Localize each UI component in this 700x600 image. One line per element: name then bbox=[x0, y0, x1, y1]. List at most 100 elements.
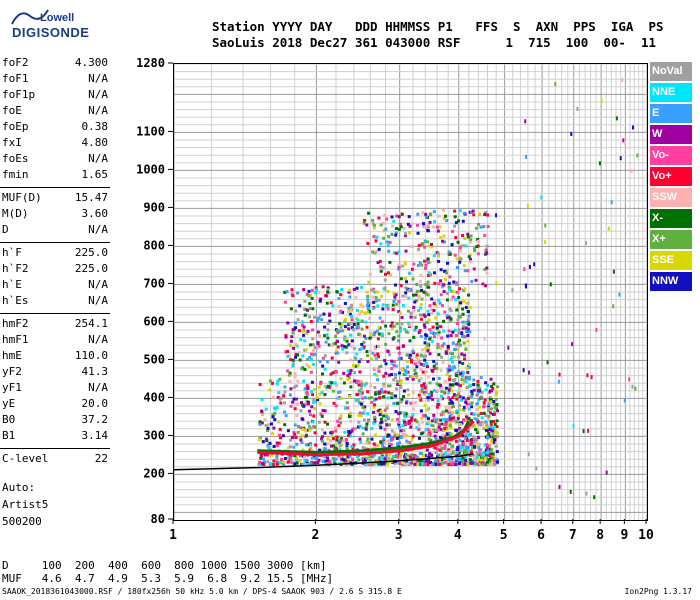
echo-point bbox=[420, 384, 424, 388]
echo-point bbox=[492, 402, 496, 406]
echo-point bbox=[349, 411, 353, 415]
echo-point bbox=[442, 217, 446, 221]
echo-point bbox=[443, 444, 447, 448]
echo-point bbox=[466, 333, 470, 337]
echo-point bbox=[461, 459, 465, 463]
echo-point bbox=[483, 398, 487, 402]
echo-point bbox=[426, 365, 430, 369]
echo-point bbox=[402, 389, 406, 393]
echo-point bbox=[485, 271, 489, 275]
echo-point bbox=[301, 354, 305, 358]
echo-point bbox=[406, 309, 410, 313]
echo-point bbox=[410, 222, 414, 226]
echo-point bbox=[446, 418, 450, 422]
echo-point bbox=[361, 305, 365, 309]
echo-point bbox=[436, 254, 440, 258]
echo-point bbox=[363, 218, 367, 222]
echo-point bbox=[436, 459, 440, 463]
echo-point bbox=[373, 453, 377, 457]
y-tick-label: 500 bbox=[143, 352, 165, 366]
echo-point bbox=[399, 277, 403, 281]
echo-point bbox=[439, 235, 443, 239]
echo-point bbox=[301, 329, 305, 333]
echo-point bbox=[336, 339, 340, 343]
echo-point bbox=[443, 269, 447, 273]
y-tick-label: 1100 bbox=[136, 124, 165, 138]
param-separator bbox=[0, 238, 110, 243]
echo-point bbox=[468, 432, 472, 436]
echo-point bbox=[440, 336, 444, 340]
echo-point bbox=[342, 439, 346, 443]
echo-point bbox=[320, 435, 324, 439]
echo-point bbox=[467, 428, 471, 432]
echo-point bbox=[461, 335, 465, 339]
echo-point bbox=[258, 460, 262, 464]
echo-point bbox=[366, 412, 370, 416]
echo-point bbox=[305, 332, 309, 336]
echo-point bbox=[332, 444, 336, 448]
echo-point bbox=[461, 382, 465, 386]
echo-point bbox=[394, 233, 398, 237]
echo-point bbox=[455, 283, 459, 287]
echo-point bbox=[354, 364, 358, 368]
echo-point bbox=[397, 227, 401, 231]
echo-point bbox=[275, 382, 279, 386]
echo-point bbox=[481, 422, 485, 426]
echo-point bbox=[355, 352, 359, 356]
echo-point bbox=[459, 428, 463, 432]
echo-point bbox=[312, 348, 316, 352]
echo-point bbox=[288, 456, 292, 460]
echo-point bbox=[296, 430, 300, 434]
echo-point bbox=[455, 457, 459, 461]
echo-point bbox=[416, 309, 420, 313]
echo-point bbox=[445, 219, 449, 223]
echo-point bbox=[383, 286, 387, 290]
echo-point bbox=[469, 234, 473, 238]
echo-point bbox=[460, 445, 464, 449]
echo-point bbox=[404, 291, 408, 295]
echo-point bbox=[402, 226, 406, 230]
echo-point bbox=[455, 454, 459, 458]
echo-point bbox=[338, 322, 342, 326]
echo-point bbox=[357, 458, 361, 462]
echo-point bbox=[439, 293, 443, 297]
echo-point bbox=[376, 352, 380, 356]
echo-point bbox=[407, 462, 411, 466]
echo-point bbox=[332, 401, 336, 405]
echo-point bbox=[406, 222, 410, 226]
echo-point bbox=[476, 413, 480, 417]
echo-point bbox=[403, 234, 407, 238]
echo-point bbox=[397, 265, 401, 269]
echo-point bbox=[322, 455, 326, 459]
echo-point bbox=[472, 412, 476, 416]
param-separator bbox=[0, 183, 110, 188]
echo-point bbox=[310, 288, 314, 292]
echo-point bbox=[466, 310, 470, 314]
echo-point bbox=[343, 325, 347, 329]
echo-point bbox=[478, 387, 482, 391]
echo-point bbox=[586, 373, 589, 378]
echo-point bbox=[493, 406, 497, 410]
y-tick-label: 800 bbox=[143, 238, 165, 252]
echo-point bbox=[446, 344, 450, 348]
echo-point bbox=[293, 407, 297, 411]
echo-point bbox=[395, 437, 399, 441]
param-value: 225.0 bbox=[74, 262, 108, 275]
echo-point bbox=[288, 344, 292, 348]
echo-point bbox=[344, 345, 348, 349]
echo-point bbox=[462, 299, 466, 303]
echo-point bbox=[354, 295, 358, 299]
echo-point bbox=[368, 272, 372, 276]
echo-point bbox=[268, 379, 272, 383]
echo-point bbox=[345, 442, 349, 446]
echo-point bbox=[453, 328, 457, 332]
echo-point bbox=[293, 454, 297, 458]
echo-point bbox=[324, 340, 328, 344]
echo-point bbox=[390, 373, 394, 377]
echo-point bbox=[456, 240, 460, 244]
echo-point bbox=[424, 384, 428, 388]
echo-point bbox=[595, 327, 598, 332]
echo-point bbox=[371, 287, 375, 291]
echo-point bbox=[279, 436, 283, 440]
echo-point bbox=[418, 261, 422, 265]
